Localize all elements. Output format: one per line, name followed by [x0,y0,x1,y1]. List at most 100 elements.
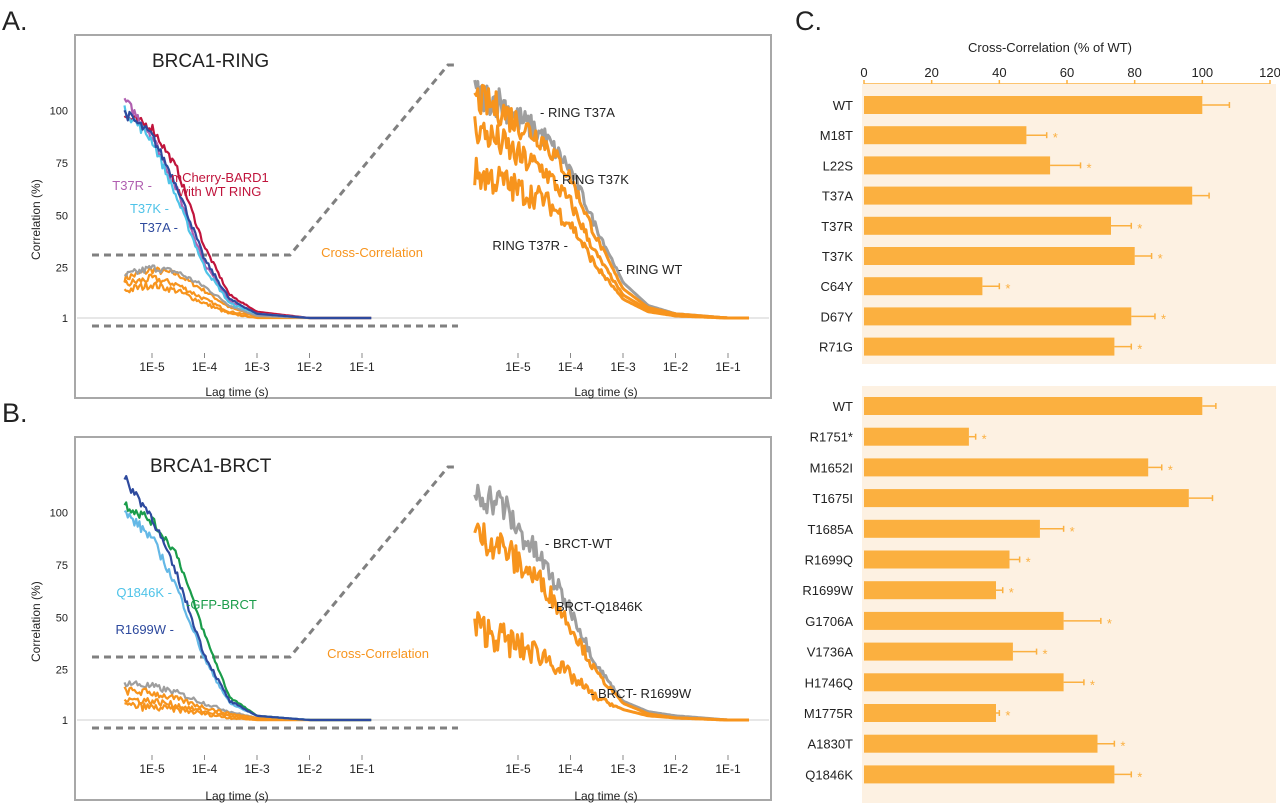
bar [864,96,1203,114]
bar-category-label: A1830T [807,737,853,752]
autocorrelation-curve [123,109,372,320]
significance-marker: * [1168,462,1173,477]
x-tick-label-right: 1E-5 [505,360,531,374]
bar [864,765,1115,784]
annotation-left: T37A - [140,220,178,235]
bar [864,673,1064,692]
bar-category-label: H1746Q [805,675,853,690]
x-tick-label-left: 1E-5 [139,360,165,374]
bar [864,397,1203,415]
significance-marker: * [1005,281,1010,296]
y-tick-label: 75 [56,560,68,572]
panel-b-ylabel: Correlation (%) [29,581,43,662]
annotation-right: RING T37R - [492,238,568,253]
zoom-guide-top [92,63,458,257]
bar-category-label: T1685A [807,522,853,537]
bar [864,186,1193,205]
significance-marker: * [1005,708,1010,723]
annotation-left: -GFP-BRCT [186,597,257,612]
bar [864,337,1115,356]
bar-category-label: T37A [822,189,853,204]
panel-a-frame [74,34,772,399]
x-tick-label-left: 1E-2 [297,762,323,776]
panel-c-xlabel: Cross-Correlation (% of WT) [968,40,1132,55]
bar [864,307,1132,326]
x-tick-label-right: 1E-1 [715,762,741,776]
annotation-right: - RING T37A [540,105,615,120]
cross-correlation-curve-right [473,611,749,722]
bar-category-label: D67Y [820,309,853,324]
annotation-right: - BRCT- R1699W [590,686,692,701]
bar [864,734,1098,753]
bar [864,550,1010,569]
significance-marker: * [1137,769,1142,784]
bar [864,126,1027,145]
cross-correlation-curve-right [473,156,749,320]
annotation-right: - RING T37K [554,172,629,187]
annotation-left: T37R - [112,178,152,193]
panel-label-a: A. [2,6,28,36]
bar [864,489,1189,508]
bar-category-label: Q1846K [805,767,853,782]
panel-c-plot: 0 20 40 60 80 100 120 WT M18T * L22S * T37A T37R * T37K… [802,65,1280,803]
annotation-left: T37K - [130,201,169,216]
x-tick-label: 60 [1060,65,1074,80]
x-tick-label-left: 1E-1 [349,762,375,776]
panel-b-xlabel-right: Lag time (s) [574,789,637,803]
bar-category-label: R71G [819,340,853,355]
annotation-left: Cross-Correlation [321,245,423,260]
zoom-guide-top [92,465,458,659]
panel-label-c: C. [795,6,822,36]
panel-label-b: B. [2,398,28,428]
annotation-left: Q1846K - [116,585,172,600]
significance-marker: * [1137,221,1142,236]
significance-marker: * [1009,585,1014,600]
panel-b-plot: 100 75 50 25 1 1E-5 1E-4 1E-3 1E-2 1E-1 1E-5 1E-4 1E… [50,465,769,776]
x-tick-label-left: 1E-4 [192,360,218,374]
bar [864,611,1064,630]
bar [864,247,1135,265]
bar-category-label: R1751* [810,430,853,445]
bar [864,277,983,296]
significance-marker: * [1070,524,1075,539]
significance-marker: * [1158,251,1163,266]
bar [864,458,1149,477]
bar [864,704,996,722]
annotation-right: - BRCT-WT [545,536,612,551]
bar-category-label: T37K [822,249,853,264]
y-tick-label: 1 [62,313,68,325]
significance-marker: * [1107,616,1112,631]
bar-category-label: C64Y [820,279,853,294]
x-tick-label-right: 1E-1 [715,360,741,374]
annotation-right: - RING WT [618,262,682,277]
bar [864,156,1051,175]
x-tick-label-right: 1E-5 [505,762,531,776]
significance-marker: * [1090,677,1095,692]
x-tick-label-left: 1E-3 [244,762,270,776]
panel-a-xlabel-right: Lag time (s) [574,385,637,399]
x-tick-label: 100 [1191,65,1213,80]
y-tick-label: 50 [56,210,68,222]
bar-category-label: G1706A [805,614,853,629]
y-tick-label: 100 [50,105,68,117]
annotation-left: R1699W - [115,622,174,637]
bar [864,642,1013,661]
bar-category-label: WT [833,98,853,113]
annotation-left: mCherry-BARD1 [171,170,269,185]
y-tick-label: 75 [56,158,68,170]
bar-category-label: M1652I [810,460,853,475]
bar-category-label: R1699Q [805,553,853,568]
y-tick-label: 25 [56,665,68,677]
y-tick-label: 1 [62,715,68,727]
significance-marker: * [1120,739,1125,754]
bar-category-label: T37R [821,219,853,234]
bar-category-label: M18T [820,128,853,143]
x-tick-label-left: 1E-5 [139,762,165,776]
x-tick-label: 120 [1259,65,1280,80]
bar [864,216,1111,235]
x-tick-label-left: 1E-1 [349,360,375,374]
panel-a-ylabel: Correlation (%) [29,179,43,260]
bar [864,427,969,446]
bar-category-label: L22S [823,158,854,173]
y-tick-label: 50 [56,612,68,624]
